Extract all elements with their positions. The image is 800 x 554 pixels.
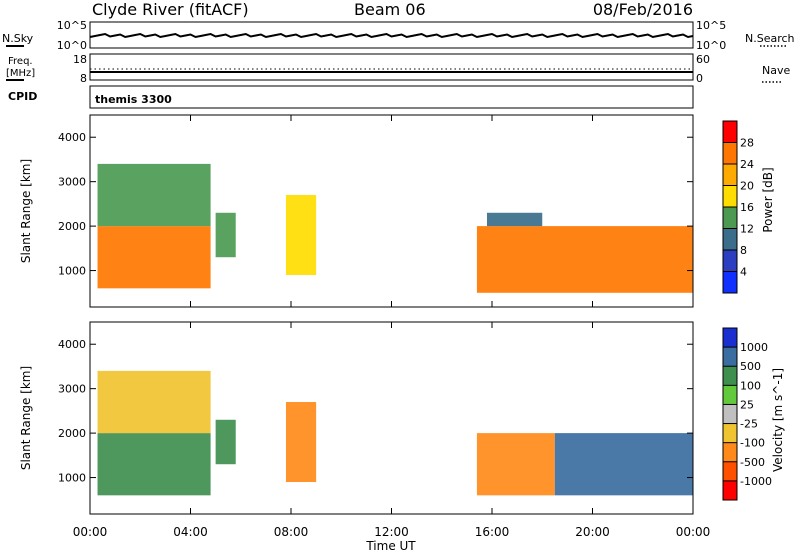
cpid-label: CPID	[8, 90, 37, 103]
echo-region-4	[476, 433, 555, 496]
y-tick-label: 2000	[58, 427, 86, 440]
echo-region-3	[285, 195, 317, 275]
power-colorbar: 28 24 20 16 12 8 4	[722, 120, 754, 294]
echo-region-4	[476, 226, 693, 293]
colorbar-tick-label: 12	[740, 223, 754, 236]
y-tick-label: 3000	[58, 176, 86, 189]
xaxis-label: Time UT	[365, 539, 416, 553]
colorbar-segment	[723, 480, 737, 501]
nsearch-label: N.Search	[745, 32, 795, 45]
colorbar-tick-label: 24	[740, 158, 754, 171]
x-tick-label: 04:00	[173, 525, 208, 539]
freq-trace	[90, 68, 693, 73]
nsky-panel-frame	[89, 21, 694, 49]
colorbar-segment	[723, 366, 737, 386]
echo-region-2	[215, 419, 236, 465]
velocity-y-axis: 1000 2000 3000 4000	[58, 338, 693, 485]
nave-tick-bottom: 0	[696, 72, 703, 85]
cpid-panel-frame	[89, 85, 694, 109]
colorbar-tick-label: -1000	[740, 475, 772, 488]
colorbar-segment	[723, 461, 737, 482]
time-axis: 00:00 04:00 08:00 12:00 16:00 20:00 00:00	[73, 115, 711, 539]
colorbar-segment	[723, 423, 737, 444]
velocity-echo-layer	[97, 370, 693, 496]
date-label: 08/Feb/2016	[593, 0, 693, 19]
x-tick-label: 00:00	[676, 525, 711, 539]
nsearch-tick-bottom: 10^0	[696, 39, 726, 52]
y-tick-label: 1000	[58, 472, 86, 485]
nsky-label: N.Sky	[2, 32, 34, 45]
echo-region-5	[486, 212, 543, 227]
colorbar-frame	[722, 327, 738, 501]
velocity-ylabel: Slant Range [km]	[19, 366, 33, 470]
colorbar-tick-label: 4	[740, 266, 747, 279]
colorbar-tick-label: -500	[740, 456, 765, 469]
colorbar-segment	[723, 271, 737, 294]
nave-label: Nave	[762, 64, 790, 77]
nsky-tick-top: 10^5	[57, 19, 87, 32]
x-tick-label: 12:00	[374, 525, 409, 539]
colorbar-tick-label: 28	[740, 137, 754, 150]
colorbar-tick-label: 1000	[740, 341, 768, 354]
nsky-line	[89, 32, 694, 39]
y-tick-label: 4000	[58, 338, 86, 351]
colorbar-segment	[723, 385, 737, 405]
x-tick-label: 16:00	[475, 525, 510, 539]
echo-region-3	[285, 402, 317, 482]
beam-label: Beam 06	[354, 0, 426, 19]
x-tick-label: 00:00	[73, 525, 108, 539]
colorbar-tick-label: 100	[740, 379, 761, 392]
echo-region-0	[97, 226, 211, 289]
colorbar-segment	[723, 228, 737, 251]
colorbar-tick-label: 25	[740, 398, 754, 411]
velocity-colorbar: 1000 500 100 25 -25 -100 -500 -1000	[722, 327, 772, 501]
power-y-axis: 1000 2000 3000 4000	[58, 131, 693, 278]
cpid-value: themis 3300	[95, 93, 172, 106]
station-title: Clyde River (fitACF)	[92, 0, 249, 19]
power-ylabel: Slant Range [km]	[19, 159, 33, 263]
echo-region-0	[97, 433, 211, 496]
colorbar-segment	[723, 142, 737, 165]
y-tick-label: 4000	[58, 131, 86, 144]
colorbar-tick-label: -100	[740, 437, 765, 450]
nsky-tick-bottom: 10^0	[57, 39, 87, 52]
colorbar-segment	[723, 347, 737, 367]
colorbar-segment	[723, 121, 737, 143]
x-tick-label: 08:00	[274, 525, 309, 539]
y-tick-label: 1000	[58, 265, 86, 278]
echo-region-5	[554, 433, 693, 496]
echo-region-1	[97, 163, 211, 227]
colorbar-segment	[723, 250, 737, 272]
colorbar-segment	[723, 404, 737, 425]
freq-panel-frame	[89, 53, 694, 81]
power-colorbar-label: Power [dB]	[761, 167, 775, 232]
colorbar-tick-label: 20	[740, 180, 754, 193]
colorbar-segment	[723, 442, 737, 463]
power-echo-layer	[97, 163, 693, 293]
colorbar-segment	[723, 185, 737, 208]
y-tick-label: 3000	[58, 383, 86, 396]
nsky-trace	[89, 32, 694, 39]
y-tick-label: 2000	[58, 220, 86, 233]
velocity-colorbar-label: Velocity [m s^-1]	[771, 368, 785, 472]
echo-region-2	[215, 212, 236, 258]
echo-region-1	[97, 370, 211, 434]
colorbar-tick-label: 500	[740, 360, 761, 373]
colorbar-segment	[723, 164, 737, 186]
x-tick-label: 20:00	[575, 525, 610, 539]
freq-tick-top: 18	[73, 53, 87, 66]
freq-tick-bottom: 8	[80, 72, 87, 85]
freq-unit-label: [MHz]	[6, 68, 35, 79]
freq-label: Freq.	[8, 56, 33, 67]
nave-tick-top: 60	[696, 53, 710, 66]
nsearch-tick-top: 10^5	[696, 19, 726, 32]
colorbar-tick-label: 16	[740, 201, 754, 214]
colorbar-segment	[723, 207, 737, 229]
colorbar-tick-label: 8	[740, 244, 747, 257]
colorbar-segment	[723, 328, 737, 348]
colorbar-tick-label: -25	[740, 418, 758, 431]
